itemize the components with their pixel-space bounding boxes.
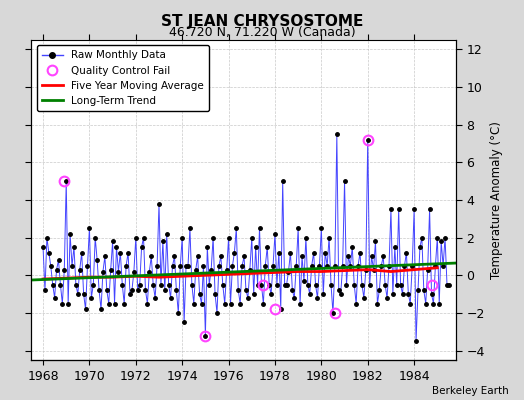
Legend: Raw Monthly Data, Quality Control Fail, Five Year Moving Average, Long-Term Tren: Raw Monthly Data, Quality Control Fail, … xyxy=(37,45,209,111)
Text: 46.720 N, 71.220 W (Canada): 46.720 N, 71.220 W (Canada) xyxy=(169,26,355,39)
Y-axis label: Temperature Anomaly (°C): Temperature Anomaly (°C) xyxy=(490,121,503,279)
Text: Berkeley Earth: Berkeley Earth xyxy=(432,386,508,396)
Text: ST JEAN CHRYSOSTOME: ST JEAN CHRYSOSTOME xyxy=(161,14,363,29)
